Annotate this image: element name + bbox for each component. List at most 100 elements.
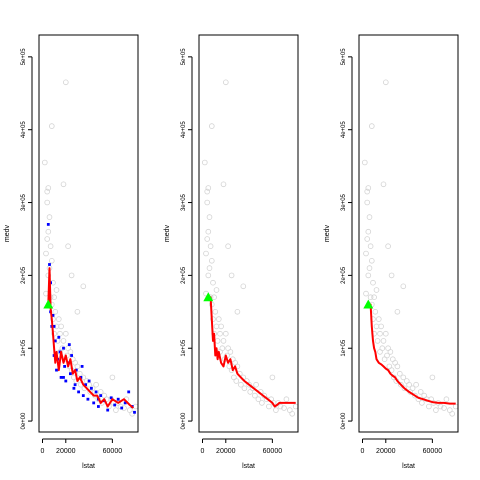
chart-3-bg-point [365,228,372,235]
chart-3-bg-point [368,123,375,129]
chart-1-bg-point [41,159,48,166]
chart-1-sample-point [77,390,80,394]
chart-2-bg-point [213,287,220,293]
chart-1-sample-point [63,365,66,368]
chart-2-start-marker [203,292,214,302]
chart-1-panel: 0 20000 60000 lstat 0e+00 1e+05 2e+05 3e+05 4e+0… [4,34,139,470]
chart-2-bg-point [240,283,247,290]
chart-2-bg-point [204,188,211,195]
chart-3-bg-point [373,323,380,330]
chart-2-x-tick-label: 20000 [216,448,236,455]
chart-1-sample-point [127,390,131,394]
chart-3-bg-point [377,330,383,337]
chart-2-bg-point [220,181,227,188]
chart-2-y-axis-label: medv [164,224,171,242]
chart-1-bg-point [45,228,52,235]
chart-2-bg-point [246,381,252,388]
chart-3-bg-point [406,381,412,388]
chart-1-bg-point [57,330,63,337]
chart-1-bg-point [67,349,74,355]
chart-1-bg-point [44,199,50,206]
chart-2-bg-point [218,323,224,330]
chart-2-bg-point [252,392,258,399]
chart-2-bg-point [206,265,213,271]
chart-3-bg-point [361,159,368,166]
chart-3-bg-point [380,181,387,188]
chart-1-bg-point [52,308,59,315]
chart-3-bg-point [401,385,408,392]
chart-3-bg-point [419,400,425,406]
chart-3-y-tick-label: 5e+05 [341,48,347,66]
chart-1-sample-point [58,350,62,354]
chart-3-bg-point [373,287,380,293]
chart-3-bg-point [382,330,389,337]
chart-1-bg-point [132,403,139,410]
chart-2-y-tick-label: 0e+00 [181,412,187,430]
chart-1-y-tick-label: 4e+05 [21,121,27,139]
chart-2-bg-point [273,407,279,413]
chart-3-x-tick-label: 60000 [423,448,443,455]
chart-2-bg-point [228,272,235,279]
chart-2-x-tick-label: 0 [201,448,205,455]
chart-3-bg-point [385,243,391,250]
chart-1-sample-point [99,394,103,397]
chart-1-frame [38,34,139,433]
chart-3-bg-point [413,381,419,388]
chart-2-bg-point [227,349,234,355]
chart-2-bg-point [292,403,299,410]
chart-2-bg-point [266,403,272,410]
chart-3-bg-point [409,385,416,392]
chart-3-bg-point [387,349,394,355]
chart-3-bg-point [449,410,456,417]
chart-2-x-tick-label: 60000 [263,448,283,455]
chart-2-bg-point [204,236,211,242]
chart-3-bg-point [400,374,407,381]
chart-1-sample-point [46,223,50,226]
chart-1-bg-point [48,123,55,129]
chart-2-bg-point [253,381,259,388]
chart-2-panel: 0 20000 60000 lstat 0e+00 1e+05 2e+05 3e+05 4e+0… [164,34,299,470]
chart-1-bg-point [63,330,69,337]
chart-1-sample-point [64,379,68,383]
chart-3-bg-point [398,381,404,388]
chart-1-bg-point [44,236,50,242]
chart-1-sample-point [106,408,110,412]
chart-3-bg-point [437,403,444,410]
chart-1-y-tick-label: 0e+00 [21,412,27,430]
chart-1-sample-point [62,376,65,379]
chart-1-sample-point [70,354,73,357]
chart-3-y-tick-label: 4e+05 [341,121,347,139]
chart-2-y-tick-label: 5e+05 [181,48,187,66]
chart-1-bg-point [129,410,136,417]
chart-1-bg-point [109,374,116,381]
chart-1-sample-point [52,325,56,328]
chart-3-bg-point [400,283,407,290]
chart-1-sample-point [80,365,84,368]
chart-3-bg-point [426,403,432,410]
chart-1-y-tick-label: 3e+05 [21,193,27,211]
chart-1-sample-point [48,263,51,266]
chart-2-bg-point [233,378,240,384]
chart-1-bg-point [45,185,52,191]
chart-3-bg-point [429,374,436,381]
chart-2-bg-point [223,79,229,86]
chart-1-y-axis-label: medv [4,224,11,242]
chart-3-y-tick-label: 2e+05 [341,266,347,284]
chart-2-bg-point [210,316,216,322]
chart-3-bg-point [364,199,371,206]
chart-2-bg-point [202,159,208,166]
chart-3-bg-point [366,265,373,271]
chart-3-bg-point [384,352,390,359]
chart-1-sample-point [94,390,98,394]
chart-1-sample-point [59,376,63,379]
chart-1-sample-point [87,379,91,383]
chart-3-line [368,303,456,405]
chart-3-x-tick-label: 0 [361,448,365,455]
chart-3-bg-point [375,316,382,322]
chart-1-bg-point [43,250,49,257]
chart-3-y-axis-label: medv [324,224,331,242]
chart-3-bg-point [433,407,439,413]
chart-2-bg-point [211,294,217,301]
chart-1-sample-point [72,386,76,390]
chart-2-bg-point [255,396,262,403]
